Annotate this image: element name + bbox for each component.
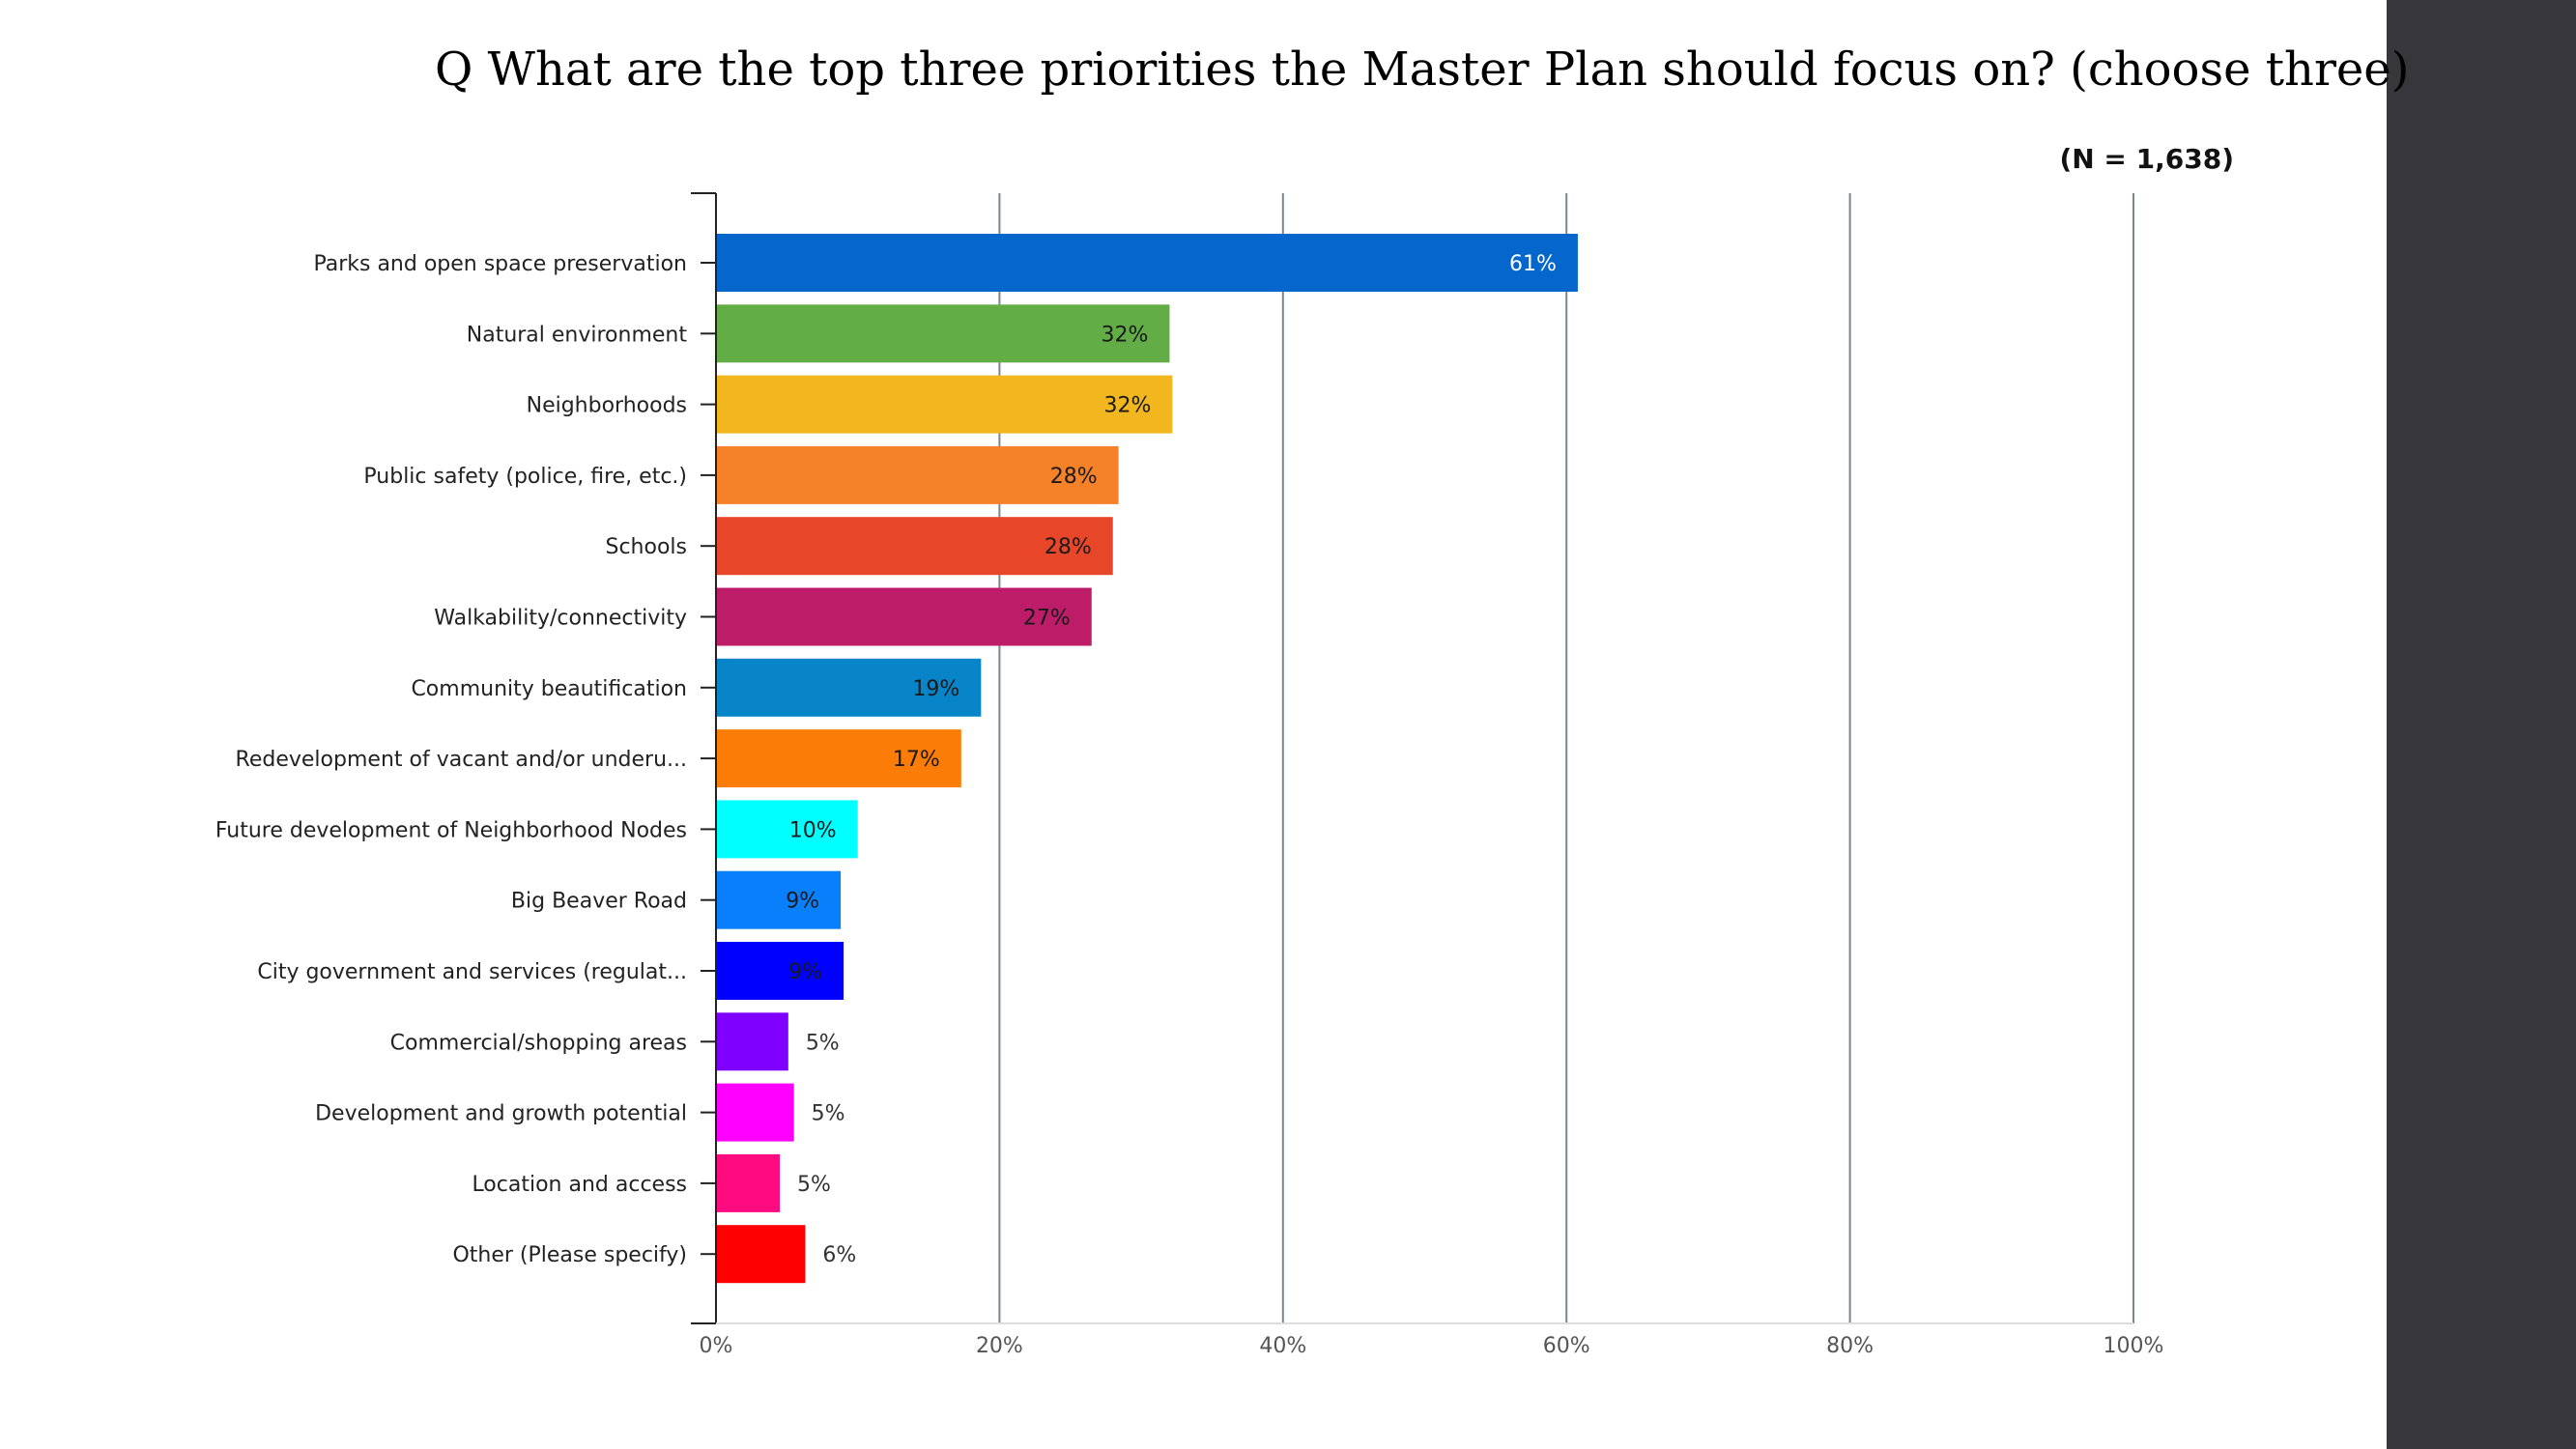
category-label: Walkability/connectivity [434,607,687,631]
category-label: Commercial/shopping areas [390,1031,687,1055]
bar [716,445,1119,504]
bar [716,1153,781,1212]
sample-size-label: (N = 1,638) [2059,143,2234,175]
category-label: City government and services (regulat... [257,960,687,984]
bar [716,1083,794,1142]
slide-sidebar [2387,0,2576,1449]
category-label: Natural environment [467,323,688,347]
chart-axes: 0% 20% 40% 60% 80% 100% Parks and open space p… [215,192,2164,1358]
data-label: 61% [1509,252,1557,276]
category-label: Big Beaver Road [511,890,687,914]
data-label: 32% [1103,394,1151,418]
data-label: 17% [893,748,940,772]
bar [716,234,1578,292]
category-label: Schools [606,535,688,559]
data-label: 5% [812,1102,845,1126]
data-label: 19% [912,677,959,701]
data-label: 9% [786,890,819,914]
bar [716,658,982,717]
x-tick-label: 100% [2104,1334,2164,1358]
bar-chart: 61%32%32%28%28%27%19%17%10%9%9%5%5%5%6% … [215,143,2234,1358]
category-label: Future development of Neighborhood Nodes [215,818,687,842]
category-label: Community beautification [411,677,687,701]
category-label: Other (Please specify) [452,1243,687,1267]
bar [716,800,858,859]
bar [716,1012,788,1071]
x-tick-label: 60% [1543,1334,1590,1358]
category-label: Neighborhoods [527,394,687,418]
bar [716,517,1113,576]
x-tick-label: 0% [700,1334,733,1358]
bar [716,1225,806,1284]
category-label: Location and access [472,1173,687,1197]
x-tick-label: 20% [976,1334,1023,1358]
category-label: Parks and open space preservation [313,252,687,276]
slide-title: Q What are the top three priorities the … [435,43,2410,97]
bar [716,375,1173,434]
chart-bars: 61% 32% 32% 28% 28% 27% 19% 17% 10% 9% 9% 5% 5% 5% 6% [716,234,1578,1284]
data-label: 28% [1050,465,1098,489]
x-tick-label: 80% [1826,1334,1874,1358]
x-tick-label: 40% [1259,1334,1306,1358]
category-label: Redevelopment of vacant and/or underu... [236,748,687,772]
data-label: 32% [1102,323,1149,347]
data-label: 9% [788,960,822,984]
data-label: 28% [1045,535,1092,559]
bar [716,729,961,788]
bar [716,587,1092,646]
category-label: Public safety (police, fire, etc.) [363,465,687,489]
bar [716,942,844,1000]
data-label: 6% [822,1243,856,1267]
data-label: 5% [797,1173,831,1197]
data-label: 5% [806,1031,840,1055]
chart-gridlines [998,193,2134,1323]
bar [716,304,1170,363]
data-label: 10% [789,818,837,842]
category-label: Development and growth potential [315,1102,687,1126]
data-label: 27% [1023,607,1071,631]
bar [716,870,842,929]
